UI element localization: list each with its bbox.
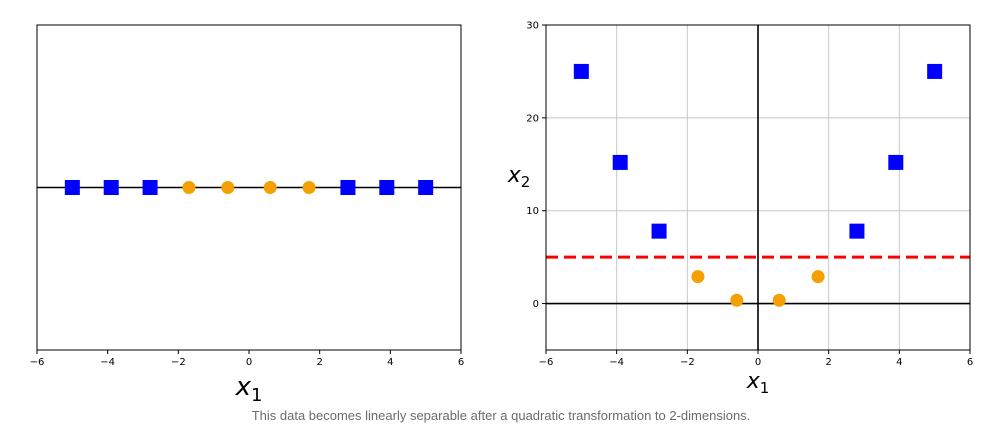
x-tick-label: −4 xyxy=(100,357,115,368)
data-point-circle xyxy=(811,270,825,284)
x-axis-label: x1 xyxy=(235,372,263,405)
figure-caption: This data becomes linearly separable aft… xyxy=(251,408,751,423)
x-tick-label: −2 xyxy=(680,357,695,368)
data-point-circle xyxy=(221,181,235,194)
x-tick-label: 0 xyxy=(755,357,761,368)
y-tick-label: 20 xyxy=(526,113,539,124)
x-tick-label: 0 xyxy=(246,357,252,368)
figure: −6 −4 −2 0 2 4 6 x1 −6 −4 −2 0 2 4 6 0 10 20 30 x1 x2 xyxy=(30,21,974,406)
data-point-square xyxy=(849,223,865,239)
data-point-square xyxy=(612,154,628,170)
y-axis-label: x2 xyxy=(507,163,531,191)
data-point-square xyxy=(418,180,434,195)
x-axis-label: x1 xyxy=(746,369,770,397)
data-point-square xyxy=(103,180,119,195)
x-tick-label: −4 xyxy=(609,357,624,368)
data-point-square xyxy=(888,154,904,170)
x-tick-label: −6 xyxy=(30,357,45,368)
data-point-square xyxy=(142,180,158,195)
data-point-circle xyxy=(302,181,316,194)
x-tick-label: 6 xyxy=(458,357,464,368)
x-tick-label: −6 xyxy=(539,357,554,368)
data-point-square xyxy=(651,223,667,239)
y-tick-label: 0 xyxy=(533,299,539,310)
chart-2d: −6 −4 −2 0 2 4 6 0 10 20 30 x1 x2 xyxy=(507,21,973,398)
data-point-circle xyxy=(772,293,786,307)
y-tick-label: 30 xyxy=(526,21,539,32)
y-tick-label: 10 xyxy=(526,206,539,217)
x-tick-label: 6 xyxy=(967,357,973,368)
data-point-square xyxy=(340,180,356,195)
data-point-square xyxy=(573,63,589,79)
x-tick-label: −2 xyxy=(171,357,186,368)
chart-1d: −6 −4 −2 0 2 4 6 x1 xyxy=(30,24,464,405)
data-point-circle xyxy=(730,293,744,307)
x-tick-label: 4 xyxy=(896,357,902,368)
data-point-square xyxy=(927,63,943,79)
data-point-square xyxy=(379,180,395,195)
x-tick-label: 2 xyxy=(825,357,831,368)
x-tick-label: 2 xyxy=(316,357,322,368)
data-point-circle xyxy=(691,270,705,284)
data-point-circle xyxy=(182,181,196,194)
x-tick-label: 4 xyxy=(387,357,393,368)
data-point-circle xyxy=(263,181,277,194)
data-point-square xyxy=(64,180,80,195)
